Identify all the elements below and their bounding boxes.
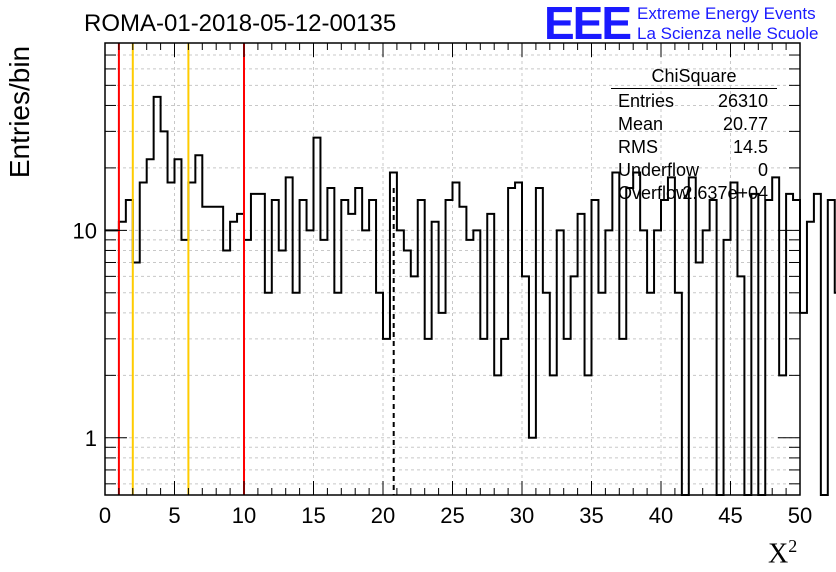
stat-key: Underflow [618, 160, 700, 180]
stat-row-entries: Entries 26310 [611, 91, 777, 114]
stat-value: 14.5 [732, 137, 768, 157]
y-tick-label: 1 [85, 426, 97, 451]
x-tick-label: 20 [371, 503, 395, 528]
x-tick-label: 25 [440, 503, 464, 528]
x-tick-label: 40 [649, 503, 673, 528]
stat-row-mean: Mean 20.77 [611, 114, 777, 137]
stat-value: 2.637e+04 [682, 183, 768, 203]
y-tick-label: 10 [73, 218, 97, 243]
x-tick-label: 10 [232, 503, 256, 528]
logo-line-2: La Scienza nelle Scuole [637, 24, 819, 43]
logo-line-1: Extreme Energy Events [637, 4, 816, 23]
stat-key: Mean [618, 114, 664, 134]
x-axis-label-base: X [768, 538, 789, 570]
stat-key: RMS [618, 137, 658, 157]
stat-row-rms: RMS 14.5 [611, 137, 777, 160]
y-axis-label: Entries/bin [4, 45, 35, 179]
stat-key: Entries [618, 91, 675, 111]
x-axis-label-sup: 2 [788, 536, 798, 556]
x-tick-label: 50 [788, 503, 812, 528]
eee-logo: EEE [544, 0, 632, 49]
x-tick-label: 5 [168, 503, 180, 528]
x-tick-label: 30 [510, 503, 534, 528]
stats-title: ChiSquare [611, 66, 777, 89]
stat-key: Overflow [618, 183, 690, 203]
x-tick-label: 0 [99, 503, 111, 528]
x-axis-label: X2 [768, 536, 797, 570]
stat-row-underflow: Underflow 0 [611, 160, 777, 183]
stat-row-overflow: Overflow 2.637e+04 [611, 183, 777, 206]
x-tick-label: 15 [301, 503, 325, 528]
stat-value: 20.77 [722, 114, 768, 134]
stats-box: ChiSquare Entries 26310 Mean 20.77 RMS 1… [611, 66, 777, 206]
plot-title: ROMA-01-2018-05-12-00135 [84, 10, 397, 37]
x-tick-label: 35 [579, 503, 603, 528]
stat-value: 26310 [717, 91, 768, 111]
x-tick-label: 45 [718, 503, 742, 528]
stat-value: 0 [757, 160, 768, 180]
